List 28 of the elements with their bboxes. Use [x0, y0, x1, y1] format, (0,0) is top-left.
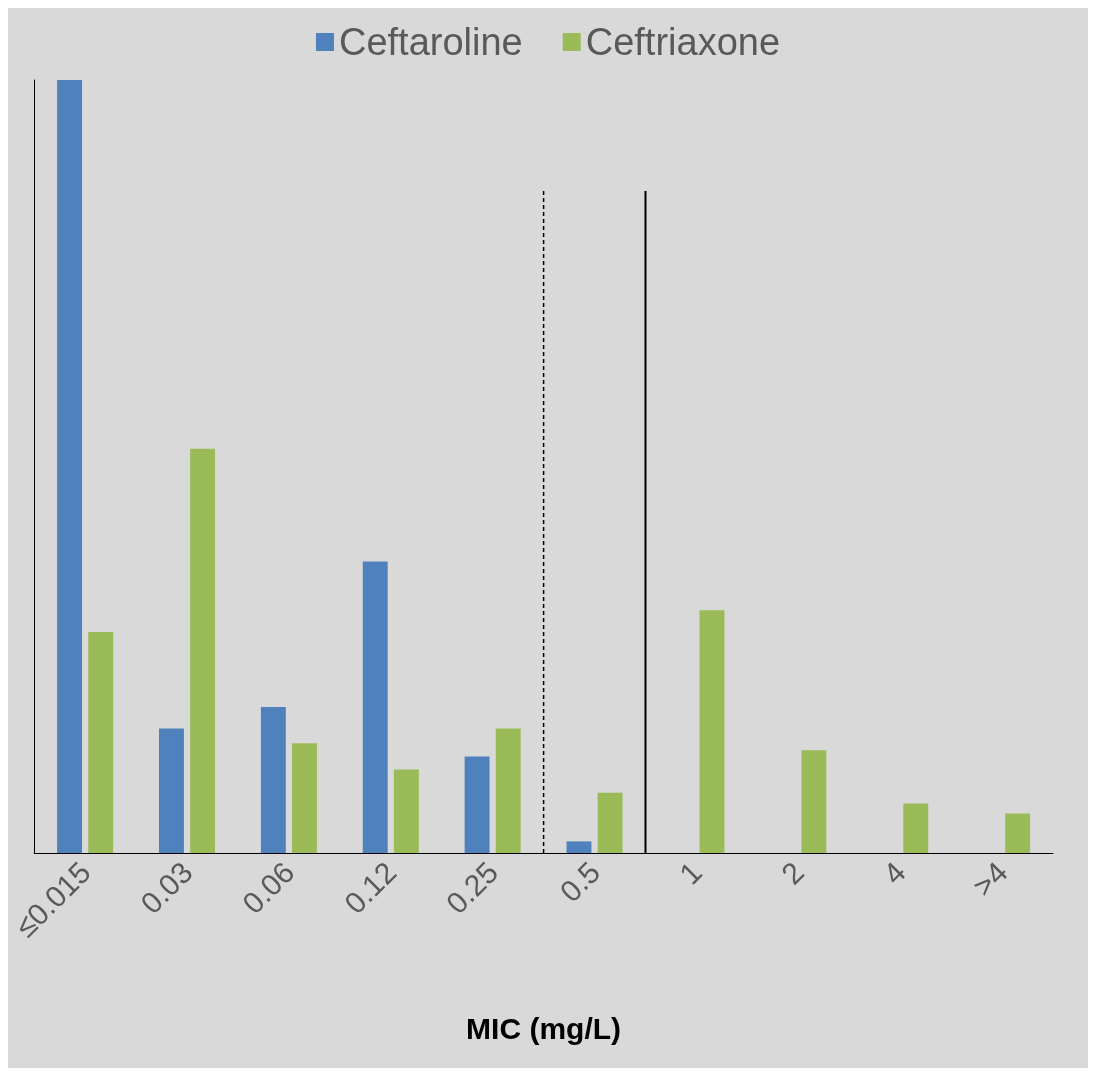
bar: [566, 841, 592, 853]
bar: [57, 80, 83, 853]
x-tick-label: >4: [966, 855, 1014, 903]
bar: [464, 756, 490, 853]
bar: [88, 631, 114, 853]
legend-label: Ceftriaxone: [585, 21, 781, 63]
x-tick-label: 0.25: [439, 855, 505, 920]
x-tick-label: 2: [774, 855, 810, 891]
bar: [1005, 813, 1031, 853]
bar: [801, 750, 827, 853]
bar: [292, 743, 317, 853]
x-axis-title: MIC (mg/L): [466, 1011, 622, 1045]
x-tick-label: 0.06: [235, 855, 301, 920]
bar: [699, 610, 725, 853]
x-tick-label: 0.03: [134, 855, 199, 920]
bar: [495, 728, 521, 853]
bar: [260, 706, 286, 853]
bar: [362, 561, 388, 853]
x-tick-label: 4: [876, 855, 912, 891]
x-tick-label: 1: [672, 855, 709, 891]
bar: [597, 792, 623, 853]
bar: [190, 448, 216, 853]
bar: [393, 769, 419, 853]
bar: [159, 728, 184, 853]
x-tick-label: 0.12: [337, 855, 403, 920]
bar: [903, 803, 929, 853]
x-tick-label: 0.5: [553, 855, 607, 909]
legend-label: Ceftaroline: [338, 21, 523, 63]
